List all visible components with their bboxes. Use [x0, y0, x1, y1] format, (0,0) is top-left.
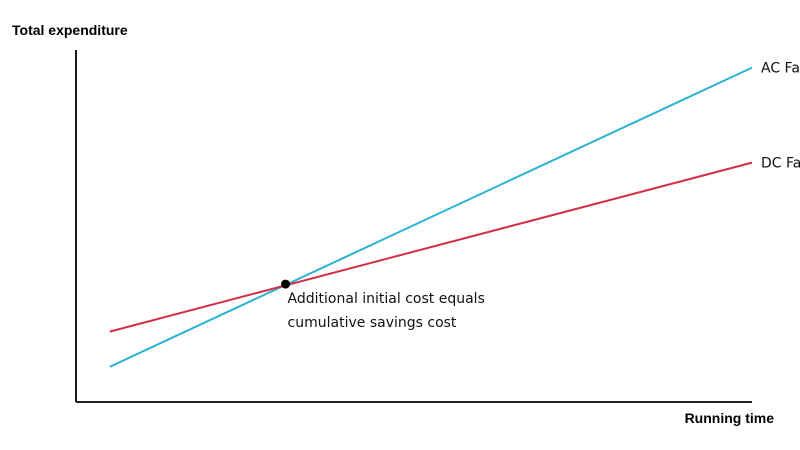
y-axis-title: Total expenditure: [12, 22, 128, 38]
series-line-dc-fan: [109, 161, 753, 333]
series-layer: AC Fan DC Fan: [109, 61, 800, 368]
series-label-dc-fan: DC Fan: [761, 156, 800, 172]
annotation-layer: Additional initial cost equals cumulative…: [281, 279, 485, 331]
annotation-line-1: Additional initial cost equals: [288, 291, 485, 307]
annotation-line-2: cumulative savings cost: [288, 315, 457, 331]
intersection-point: [281, 279, 291, 289]
x-axis-title: Running time: [685, 410, 775, 426]
series-label-ac-fan: AC Fan: [761, 61, 800, 77]
series-line-ac-fan: [109, 66, 753, 368]
